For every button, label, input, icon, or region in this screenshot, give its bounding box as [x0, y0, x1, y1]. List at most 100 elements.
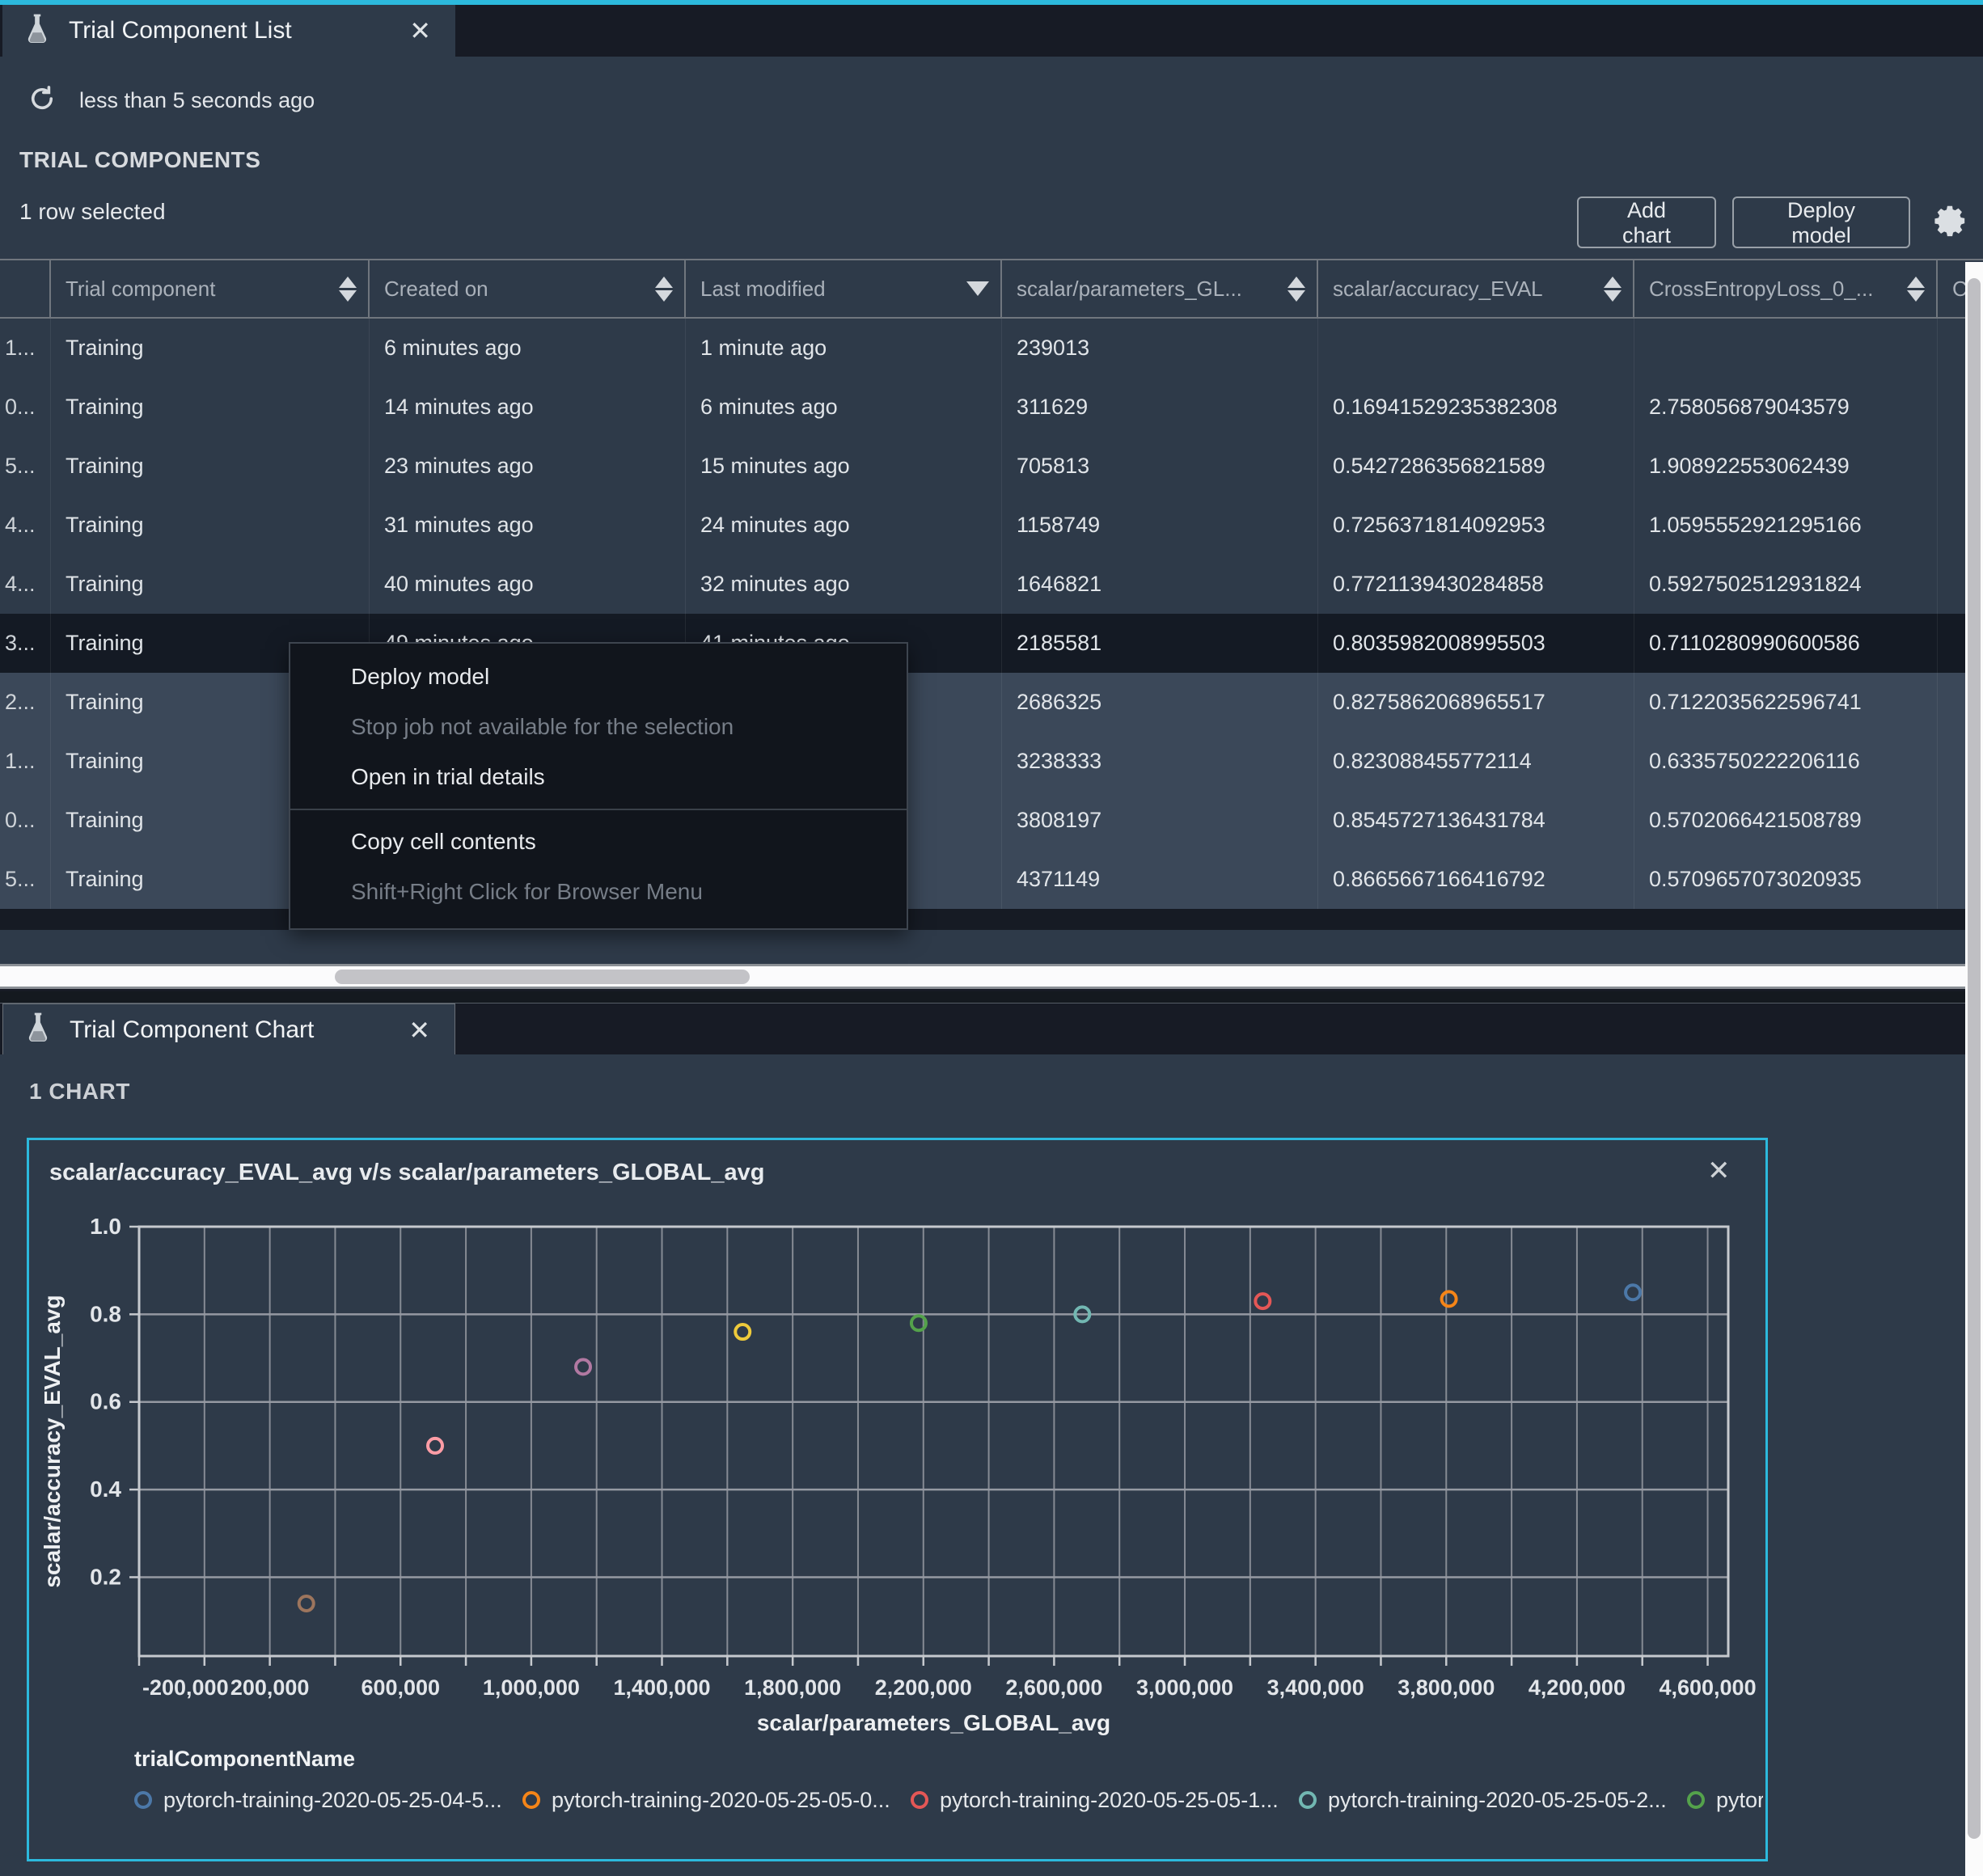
legend-item: pytorch-training-2020-05-25-05-1... [911, 1779, 1299, 1821]
close-icon[interactable]: ✕ [409, 16, 431, 45]
horizontal-scrollbar-thumb[interactable] [335, 970, 750, 984]
tab-title: Trial Component Chart [70, 1016, 315, 1043]
cell: 2686325 [1002, 673, 1318, 732]
cell: 5... [0, 437, 51, 496]
cell: 0.5427286356821589 [1318, 437, 1634, 496]
cell: 1.0595552921295166 [1634, 496, 1938, 555]
table-row[interactable]: 0... Training 14 minutes ago 6 minutes ago 3… [0, 378, 1983, 437]
table-row[interactable]: 5... Training 23 minutes ago 15 minutes ago… [0, 437, 1983, 496]
cell: 1... [0, 732, 51, 791]
chart-legend: pytorch-training-2020-05-25-04-5... pytor… [134, 1779, 1763, 1821]
tab-trial-component-list[interactable]: Trial Component List ✕ [2, 5, 455, 57]
cell: 14 minutes ago [370, 378, 686, 437]
column-header-last-modified[interactable]: Last modified [686, 260, 1002, 317]
svg-text:1,400,000: 1,400,000 [613, 1675, 710, 1700]
cell: 1... [0, 319, 51, 378]
cell: 1.908922553062439 [1634, 437, 1938, 496]
cell: 0.8275862068965517 [1318, 673, 1634, 732]
refresh-icon[interactable] [27, 84, 57, 117]
cell: 0.823088455772114 [1318, 732, 1634, 791]
cell: 311629 [1002, 378, 1318, 437]
cell: 0.8035982008995503 [1318, 614, 1634, 673]
horizontal-scrollbar-track[interactable] [0, 964, 1983, 989]
legend-title: trialComponentName [134, 1747, 356, 1771]
trial-component-chart-panel: 1 CHART scalar/accuracy_EVAL_avg v/s sca… [0, 1054, 1983, 1876]
sort-both-icon [1604, 276, 1621, 302]
menu-item-stop-job-not-available-for-the-selection: Stop job not available for the selection [351, 714, 734, 739]
legend-ring-icon [911, 1791, 928, 1809]
svg-text:600,000: 600,000 [361, 1675, 440, 1700]
menu-item-copy-cell-contents[interactable]: Copy cell contents [351, 829, 536, 854]
gear-icon[interactable] [1931, 202, 1968, 243]
table-header-row: Trial component Created on Last modified sc… [0, 259, 1983, 319]
cell: Training [51, 673, 370, 732]
panel-divider [0, 991, 1983, 1003]
cell: Training [51, 496, 370, 555]
tab-strip-bottom: Trial Component Chart ✕ [0, 1003, 1983, 1055]
menu-item-deploy-model[interactable]: Deploy model [351, 664, 490, 689]
selection-status: 1 row selected [19, 199, 166, 224]
svg-text:scalar/accuracy_EVAL_avg: scalar/accuracy_EVAL_avg [40, 1295, 65, 1587]
cell: 1158749 [1002, 496, 1318, 555]
column-header-crossentropyloss-0-[interactable]: CrossEntropyLoss_0_... [1634, 260, 1938, 317]
legend-item: pytor [1687, 1779, 1763, 1821]
svg-text:3,800,000: 3,800,000 [1397, 1675, 1495, 1700]
chart-card: scalar/accuracy_EVAL_avg v/s scalar/para… [27, 1138, 1768, 1861]
cell: 0.8545727136431784 [1318, 791, 1634, 850]
table-row[interactable]: 3...Training49 minutes ago41 minutes ago… [0, 614, 1983, 673]
cell [686, 791, 1002, 850]
svg-text:4,600,000: 4,600,000 [1659, 1675, 1756, 1700]
cell: 0.5702066421508789 [1634, 791, 1938, 850]
deploy-model-button[interactable]: Deploy model [1732, 196, 1910, 248]
sort-both-icon [1287, 276, 1305, 302]
tab-trial-component-chart[interactable]: Trial Component Chart ✕ [2, 1003, 455, 1055]
cell [1634, 319, 1938, 378]
tab-title: Trial Component List [69, 17, 292, 44]
last-refreshed-text: less than 5 seconds ago [79, 88, 315, 112]
table-row[interactable]: 4... Training 40 minutes ago 32 minutes ago… [0, 555, 1983, 614]
legend-ring-icon [1299, 1791, 1317, 1809]
menu-divider [290, 809, 907, 810]
flask-icon [24, 1012, 52, 1048]
cell: Training [51, 378, 370, 437]
section-title: TRIAL COMPONENTS [19, 147, 261, 172]
cell: 0.7110280990600586 [1634, 614, 1938, 673]
svg-text:1,000,000: 1,000,000 [483, 1675, 580, 1700]
close-icon[interactable]: ✕ [408, 1015, 430, 1045]
cell: 2... [0, 673, 51, 732]
svg-text:0.2: 0.2 [90, 1564, 121, 1589]
column-header-trial-component[interactable]: Trial component [51, 260, 370, 317]
svg-text:0.8: 0.8 [90, 1301, 121, 1326]
cell: 0.7721139430284858 [1318, 555, 1634, 614]
sort-both-icon [1907, 276, 1925, 302]
cell [686, 673, 1002, 732]
cell: 1646821 [1002, 555, 1318, 614]
column-header-created-on[interactable]: Created on [370, 260, 686, 317]
data-point [1073, 1305, 1092, 1324]
add-chart-button[interactable]: Add chart [1577, 196, 1716, 248]
data-point [1254, 1292, 1272, 1311]
column-header-scalar-accuracy-eval[interactable]: scalar/accuracy_EVAL [1318, 260, 1634, 317]
table-row[interactable]: 4... Training 31 minutes ago 24 minutes ago… [0, 496, 1983, 555]
cell: 0.7256371814092953 [1318, 496, 1634, 555]
scatter-plot: 1.0 0.8 0.6 0.4 0.2 -200,000 200,000 600,000 1,0… [40, 1214, 1757, 1735]
legend-ring-icon [1687, 1791, 1705, 1809]
vertical-scrollbar-thumb[interactable] [1968, 278, 1981, 1839]
context-menu: Deploy model Stop job not available for t… [289, 642, 908, 930]
cell [686, 732, 1002, 791]
table-row[interactable]: 1... Training 6 minutes ago 1 minute ago 239… [0, 319, 1983, 378]
svg-text:1.0: 1.0 [90, 1214, 121, 1239]
data-point [297, 1594, 315, 1612]
data-point [1440, 1290, 1458, 1308]
svg-text:0.6: 0.6 [90, 1389, 121, 1414]
cell: 0.8665667166416792 [1318, 850, 1634, 909]
data-point [1624, 1283, 1643, 1302]
menu-item-open-in-trial-details[interactable]: Open in trial details [351, 764, 545, 789]
active-panel-accent-line [0, 0, 1983, 5]
chart-close-icon[interactable]: ✕ [1707, 1156, 1731, 1186]
cell: 40 minutes ago [370, 555, 686, 614]
cell: 31 minutes ago [370, 496, 686, 555]
cell [686, 850, 1002, 909]
column-header-scalar-parameters-gl-[interactable]: scalar/parameters_GL... [1002, 260, 1318, 317]
